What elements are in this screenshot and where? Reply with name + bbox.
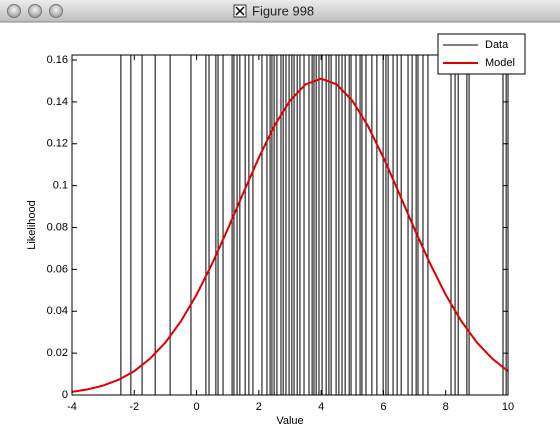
x-tick-label: 6 <box>380 401 386 413</box>
y-tick-label: 0.14 <box>47 96 68 108</box>
plot-area <box>72 55 508 395</box>
y-tick-label: 0.04 <box>47 305 68 317</box>
y-tick-label: 0.16 <box>47 54 68 66</box>
legend-box <box>437 33 526 75</box>
close-button[interactable] <box>7 4 21 18</box>
y-tick-label: 0.1 <box>53 180 68 192</box>
x-tick-label: 2 <box>256 401 262 413</box>
y-tick-label: 0.02 <box>47 347 68 359</box>
y-tick-label: 0 <box>62 389 68 401</box>
minimize-button[interactable] <box>28 4 42 18</box>
axes: 0 0.02 0.04 0.06 0.08 0.1 0.12 0.14 0.16 -4 -2 0 2 4 6… <box>26 33 526 427</box>
legend-label: Data <box>485 39 509 51</box>
x11-icon-glyph <box>235 6 245 16</box>
x-tick-label: -2 <box>129 401 139 413</box>
x-tick-label: 4 <box>318 401 324 413</box>
x-tick-label: 0 <box>194 401 200 413</box>
y-axis-label: Likelihood <box>26 200 38 250</box>
y-tick-label: 0.12 <box>47 138 68 150</box>
y-tick-label: 0.06 <box>47 263 68 275</box>
legend-label: Model <box>485 57 515 69</box>
zoom-button[interactable] <box>49 4 63 18</box>
x-tick-label: -4 <box>67 401 77 413</box>
model-curve <box>71 77 509 393</box>
axes-box <box>71 54 509 396</box>
window-title: Figure 998 <box>252 3 314 18</box>
legend: Data Model <box>437 33 526 75</box>
x-tick-label: 10 <box>502 401 514 413</box>
x-axis-label: Value <box>276 415 303 427</box>
x-tick-label: 8 <box>443 401 449 413</box>
y-tick-label: 0.08 <box>47 221 68 233</box>
title-bar <box>0 0 560 22</box>
